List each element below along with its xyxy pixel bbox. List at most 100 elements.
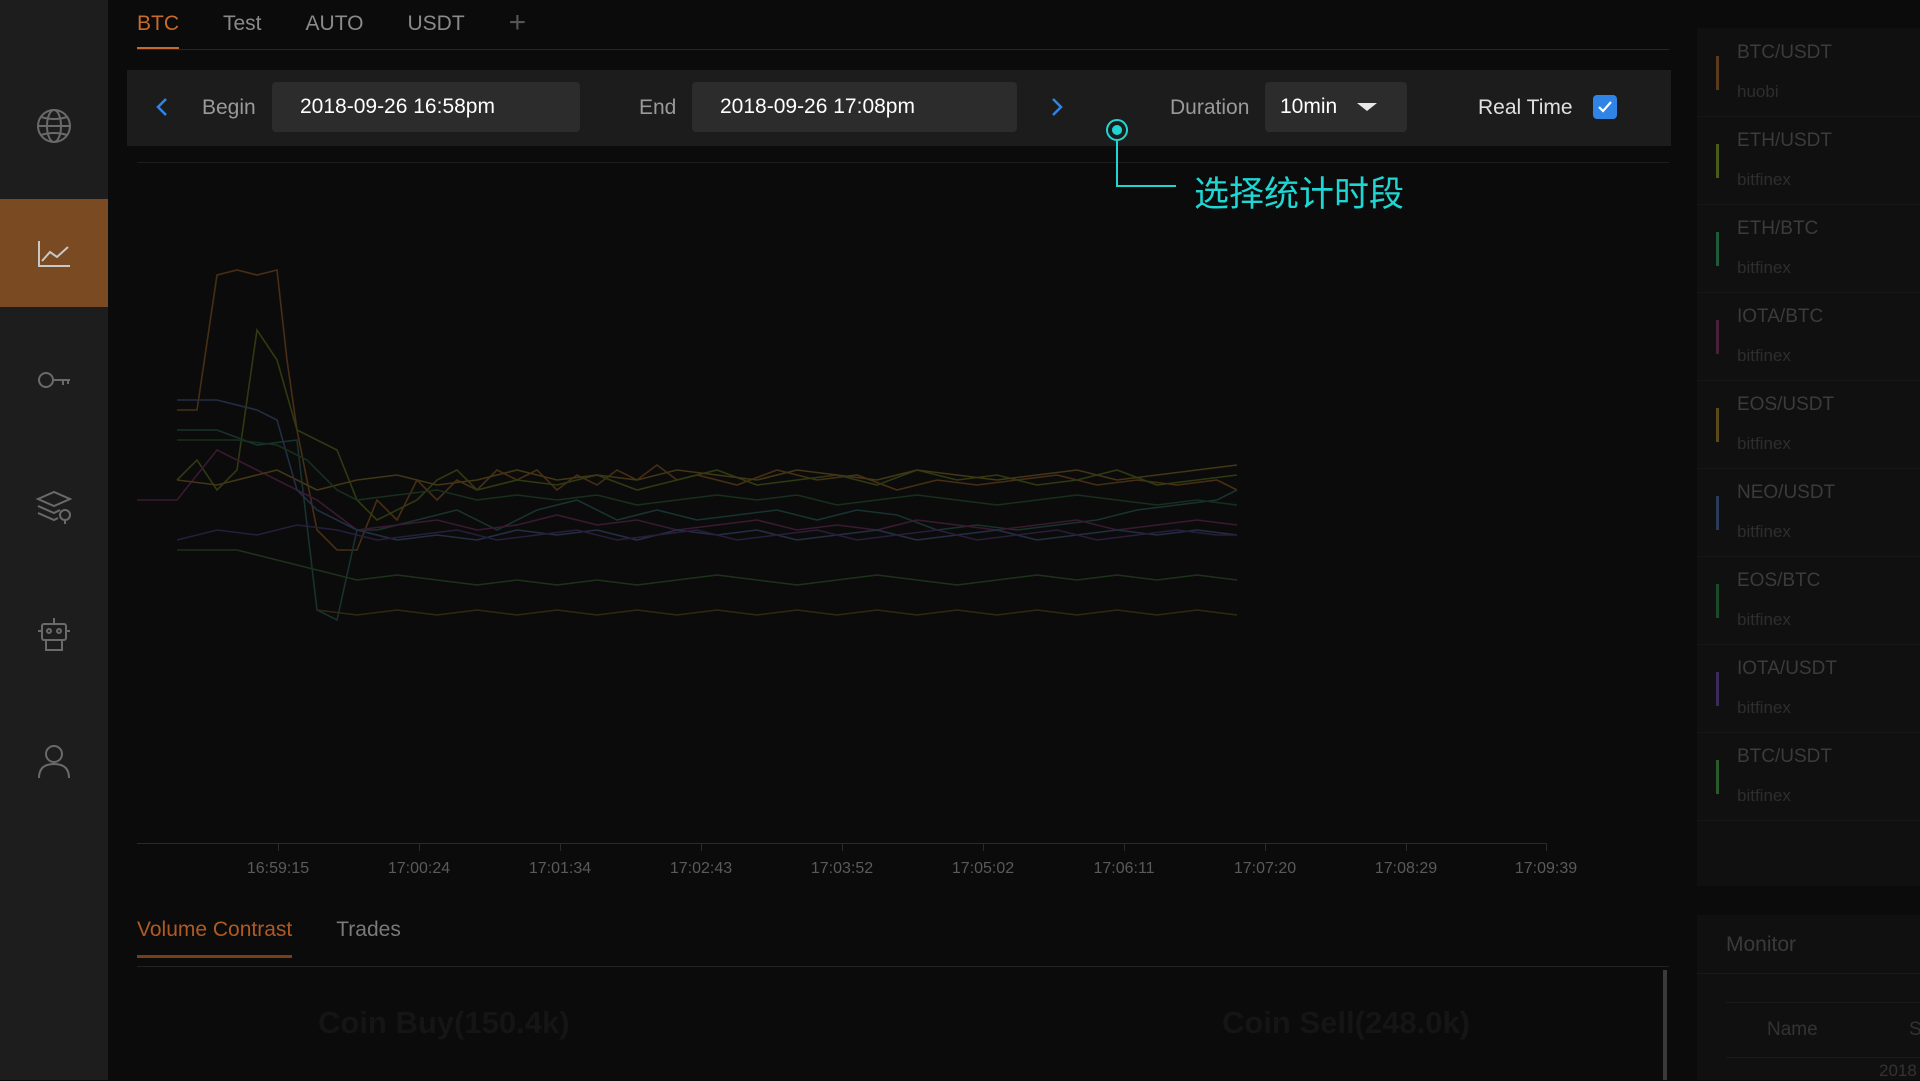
annotation-leader-line [1116,141,1118,187]
nav-chart[interactable] [0,199,108,307]
pair-exchange: bitfinex [1737,346,1791,365]
pair-exchange: bitfinex [1737,610,1791,629]
tabs-divider [137,49,1669,50]
x-tick [701,843,702,851]
pair-exchange: bitfinex [1737,786,1791,805]
x-tick [1406,843,1407,851]
list-item[interactable]: BTC/USDT huobi [1697,28,1920,117]
list-item[interactable]: EOS/USDT bitfinex [1697,380,1920,469]
top-tabs: BTC Test AUTO USDT + [137,0,526,52]
column-header-name: Name [1767,1019,1818,1040]
pair-name: NEO/USDT [1737,482,1836,503]
x-tick-label: 16:59:15 [246,860,310,877]
pair-exchange: bitfinex [1737,258,1791,277]
duration-select[interactable]: 10min [1265,82,1407,132]
end-label: End [639,96,677,119]
x-tick-label: 17:03:52 [810,860,874,877]
series-color-bar [1716,584,1719,618]
series-color-bar [1716,760,1719,794]
x-tick [1546,843,1547,851]
tab-trades[interactable]: Trades [336,918,401,941]
list-item[interactable]: IOTA/BTC bitfinex [1697,292,1920,381]
divider [1726,1002,1920,1003]
user-icon [38,745,70,779]
divider [1697,973,1920,974]
coin-buy-label: Coin Buy(150.4k) [318,1005,570,1040]
series-line [176,464,1238,491]
list-item[interactable]: BTC/USDT bitfinex [1697,732,1920,821]
list-item[interactable]: EOS/BTC bitfinex [1697,556,1920,645]
list-item[interactable]: NEO/USDT bitfinex [1697,468,1920,557]
x-tick-label: 17:07:20 [1233,860,1297,877]
series-color-bar [1716,672,1719,706]
x-tick-label: 17:06:11 [1093,860,1155,877]
duration-value: 10min [1280,95,1338,118]
begin-label: Begin [202,96,256,119]
table-cell: 2018 [1879,1061,1917,1080]
series-line [177,269,1238,551]
pair-exchange: huobi [1737,82,1779,101]
prev-arrow-icon[interactable] [147,92,177,122]
nav-user[interactable] [0,707,108,815]
layers-icon [35,490,73,524]
chart-icon [38,241,70,267]
pair-name: BTC/USDT [1737,746,1832,767]
globe-icon [37,109,71,143]
pair-exchange: bitfinex [1737,170,1791,189]
realtime-label: Real Time [1478,96,1573,119]
tab-test[interactable]: Test [223,12,262,35]
tab-usdt[interactable]: USDT [407,12,465,35]
x-tick [278,843,279,851]
series-line [177,429,1238,622]
key-icon [38,372,70,388]
nav-globe[interactable] [0,72,108,180]
x-tick-label: 17:02:43 [669,860,733,877]
monitor-title: Monitor [1726,933,1797,956]
list-item[interactable]: ETH/USDT bitfinex [1697,116,1920,205]
tab-auto[interactable]: AUTO [305,12,364,35]
begin-date-input[interactable]: 2018-09-26 16:58pm [272,82,580,132]
series-line [316,609,1238,616]
pair-name: BTC/USDT [1737,42,1832,63]
nav-layers[interactable] [0,453,108,561]
check-icon [1598,101,1612,113]
divider [1726,1057,1920,1058]
scrollbar[interactable] [1663,970,1667,1080]
plus-icon[interactable]: + [508,6,527,39]
monitor-panel: Monitor Name S 2018 [1697,915,1920,1080]
series-line [177,549,1238,586]
pair-name: ETH/BTC [1737,218,1819,239]
series-line [177,439,1238,506]
price-line-chart [137,269,1238,622]
x-tick [1124,843,1125,851]
pair-name: IOTA/BTC [1737,306,1824,327]
nav-key[interactable] [0,326,108,434]
tab-volume-contrast[interactable]: Volume Contrast [137,918,293,958]
series-color-bar [1716,496,1719,530]
realtime-checkbox[interactable] [1593,95,1617,119]
x-tick-label: 17:05:02 [951,860,1015,877]
series-line [176,327,1238,521]
tab-btc[interactable]: BTC [137,0,179,50]
column-header-s: S [1909,1019,1920,1040]
x-tick-label: 17:08:29 [1374,860,1438,877]
sidebar [0,0,108,1080]
end-date-input[interactable]: 2018-09-26 17:08pm [692,82,1017,132]
bottom-tabs-divider [137,966,1669,967]
list-item[interactable]: ETH/BTC bitfinex [1697,204,1920,293]
pair-list: BTC/USDT huobi ETH/USDT bitfinex ETH/BTC… [1697,28,1920,886]
next-arrow-icon[interactable] [1042,92,1072,122]
robot-icon [38,618,70,651]
annotation-text: 选择统计时段 [1194,175,1405,215]
list-item[interactable]: IOTA/USDT bitfinex [1697,644,1920,733]
nav-robot[interactable] [0,580,108,688]
x-tick [419,843,420,851]
x-tick [1265,843,1266,851]
coin-sell-label: Coin Sell(248.0k) [1222,1005,1471,1040]
pair-name: IOTA/USDT [1737,658,1837,679]
pair-name: ETH/USDT [1737,130,1832,151]
series-color-bar [1716,408,1719,442]
series-color-bar [1716,320,1719,354]
x-tick-label: 17:01:34 [528,860,592,877]
series-color-bar [1716,56,1719,90]
